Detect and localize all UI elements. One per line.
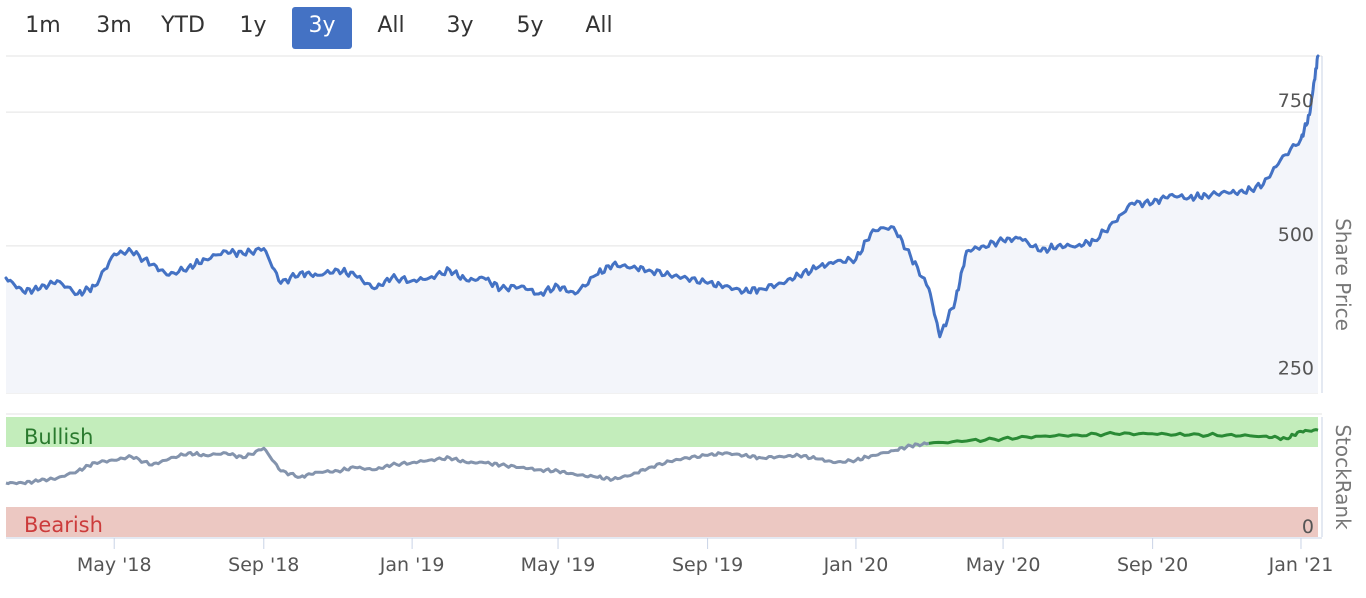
range-button-1y[interactable]: 1y: [239, 13, 267, 38]
range-button-5y[interactable]: 5y: [516, 13, 544, 38]
stockrank-line-neutral: [5, 441, 930, 486]
range-button-ytd[interactable]: YTD: [161, 13, 205, 38]
price-y-tick-label: 500: [1278, 224, 1314, 246]
bearish-zone: [6, 507, 1318, 537]
x-axis-tick-label: Sep '19: [672, 554, 743, 576]
bearish-zone-label: Bearish: [24, 513, 103, 537]
x-axis-tick-label: May '18: [77, 554, 152, 576]
stockrank-line-bullish: [928, 428, 1319, 445]
share-price-axis-title: Share Price: [1331, 218, 1355, 331]
bullish-zone: [6, 417, 1318, 447]
range-button-1m[interactable]: 1m: [25, 13, 61, 38]
share-price-area-fill: [6, 56, 1318, 393]
share-price-line: [4, 54, 1320, 339]
bullish-zone-label: Bullish: [24, 425, 93, 449]
x-axis-tick-label: Jan '21: [1268, 554, 1334, 576]
range-selector: 1m 3m YTD 1y 3y All 3y 5y All: [0, 0, 1366, 52]
x-axis-tick-label: Sep '20: [1117, 554, 1188, 576]
range-button-3m[interactable]: 3m: [96, 13, 132, 38]
x-axis-tick-label: Jan '20: [823, 554, 889, 576]
x-axis-tick-label: May '20: [966, 554, 1041, 576]
price-y-tick-label: 750: [1278, 90, 1314, 112]
x-axis-tick-label: Jan '19: [379, 554, 445, 576]
range-button-3y-secondary[interactable]: 3y: [446, 13, 474, 38]
price-y-tick-label: 250: [1278, 358, 1314, 380]
range-button-all-secondary[interactable]: All: [585, 13, 613, 38]
x-axis-tick-label: May '19: [521, 554, 596, 576]
range-button-3y-active[interactable]: 3y: [292, 7, 352, 49]
stockrank-axis-title: StockRank: [1331, 424, 1355, 530]
range-button-all[interactable]: All: [377, 13, 405, 38]
x-axis-tick-label: Sep '18: [228, 554, 299, 576]
rank-y-tick-label: 0: [1302, 516, 1314, 538]
